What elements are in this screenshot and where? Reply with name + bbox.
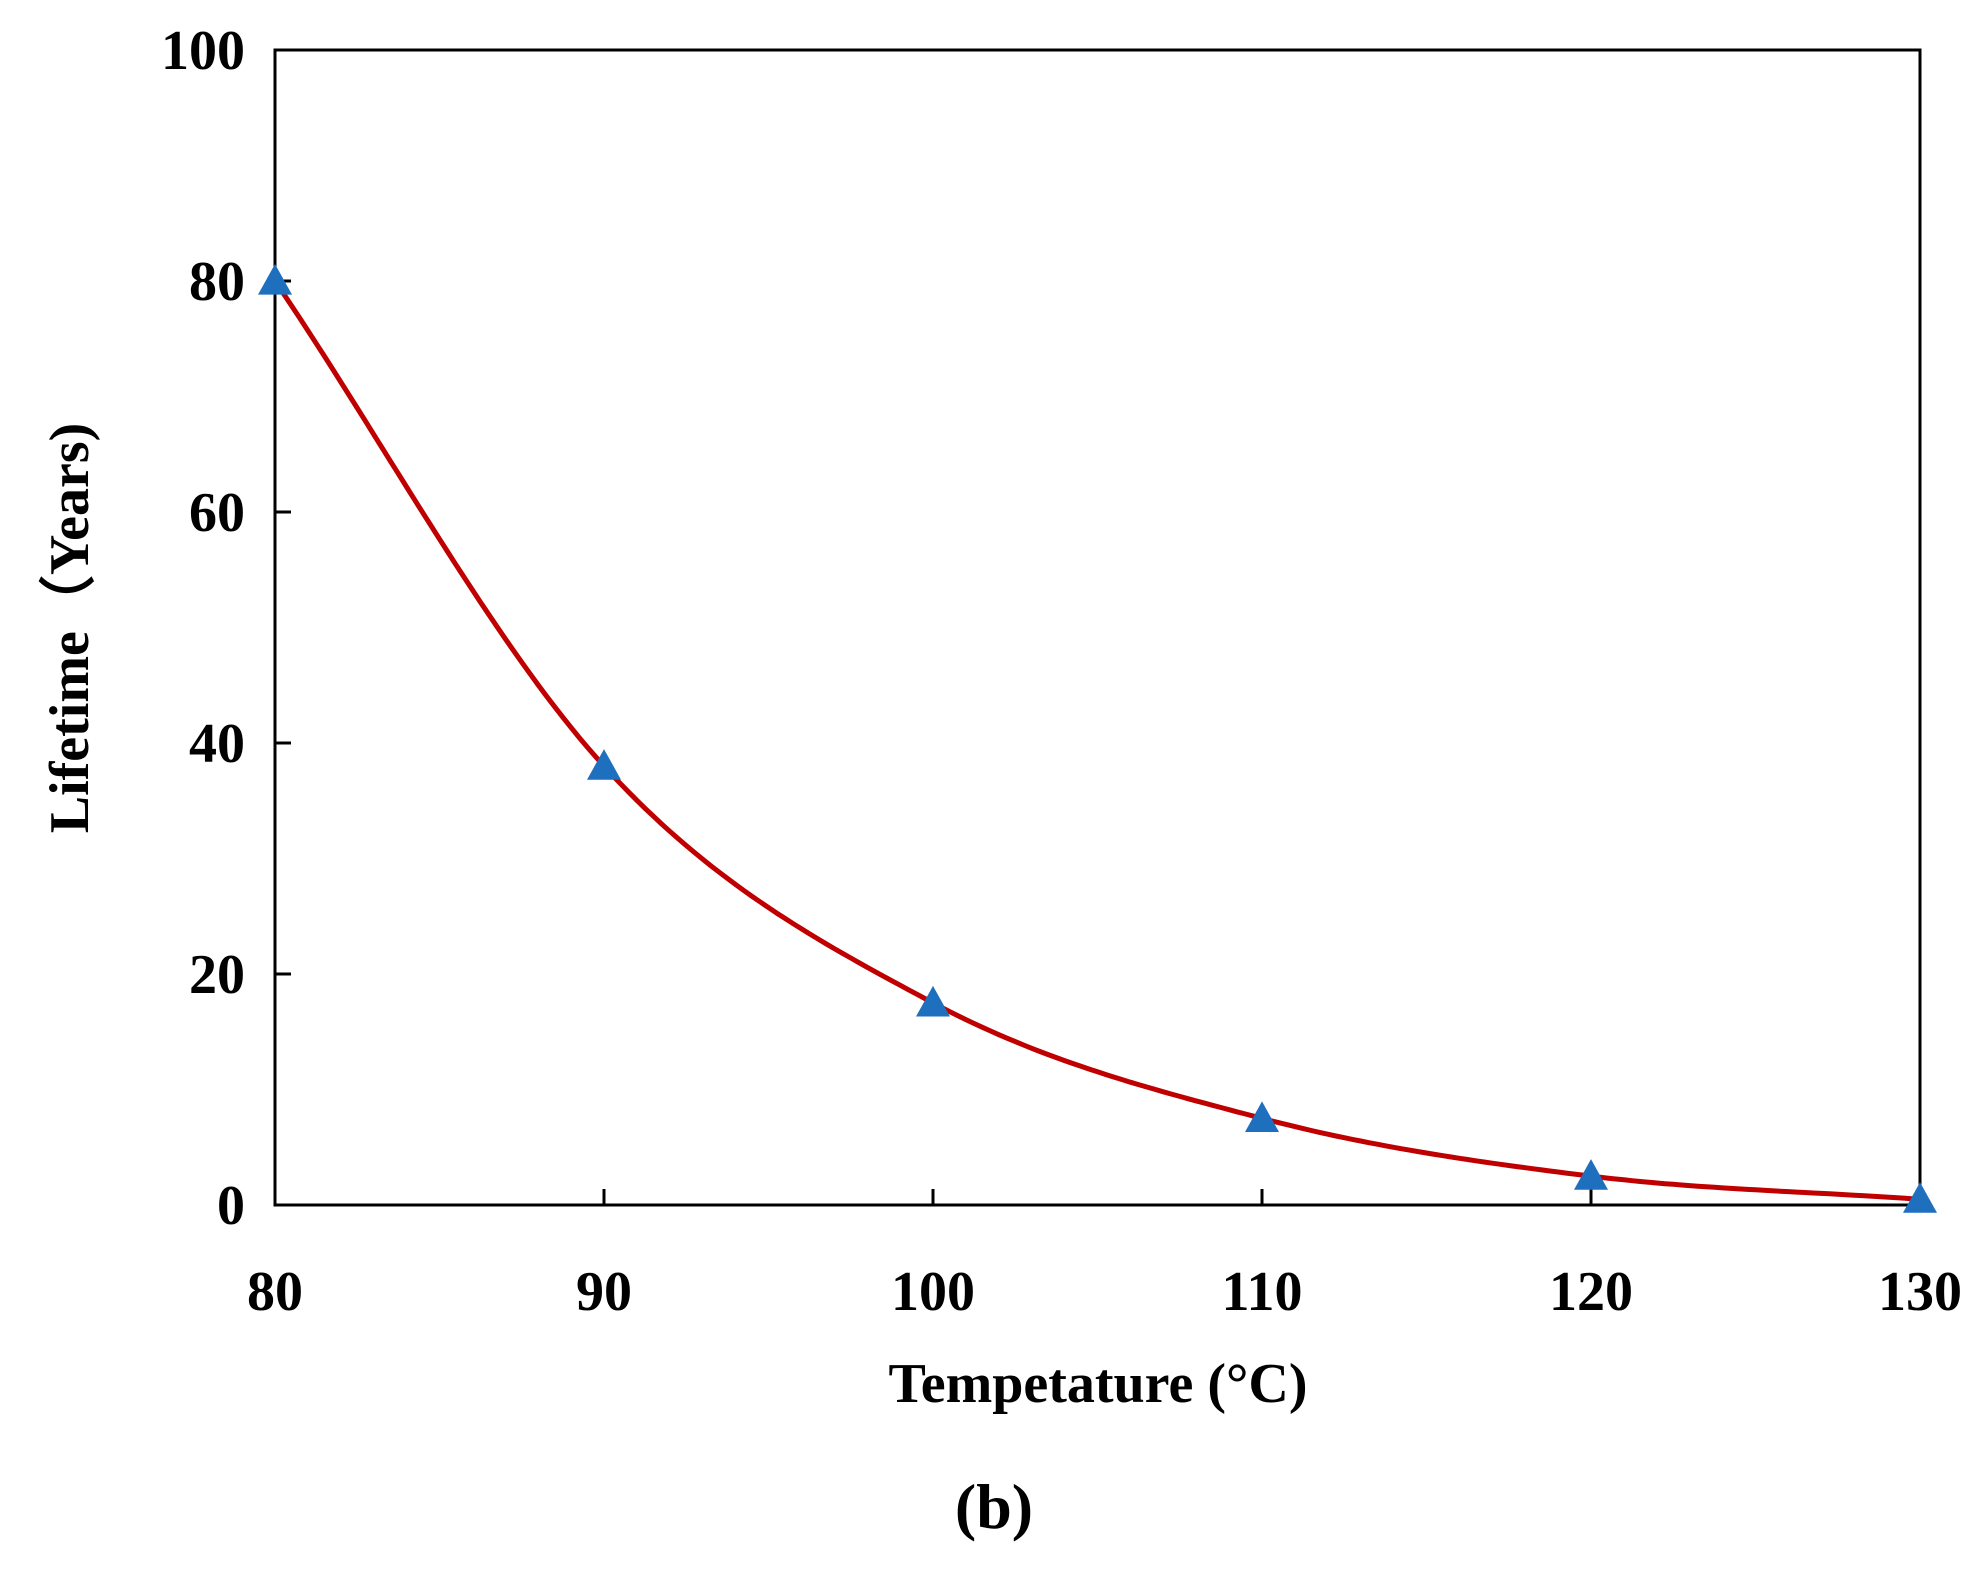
- x-axis-label: Tempetature (°C): [889, 1353, 1308, 1415]
- data-point-marker: [258, 264, 292, 295]
- data-point-marker: [587, 749, 621, 780]
- x-tick-label: 110: [1222, 1261, 1303, 1323]
- y-tick-label: 100: [161, 20, 245, 82]
- y-tick-label: 60: [189, 482, 245, 544]
- plot-frame: [273, 48, 1922, 1207]
- data-markers: [258, 264, 1937, 1213]
- y-tick-label: 80: [189, 251, 245, 313]
- x-tick-label: 100: [891, 1261, 975, 1323]
- x-tick-label: 90: [576, 1261, 632, 1323]
- y-tick-label: 0: [217, 1175, 245, 1237]
- x-axis-ticks: 80 90 100 110 120 130: [247, 1189, 1962, 1323]
- x-tick-label: 120: [1549, 1261, 1633, 1323]
- data-point-marker: [1574, 1159, 1608, 1190]
- y-axis-ticks: 0 20 40 60 80 100: [161, 20, 291, 1237]
- data-point-marker: [1245, 1101, 1279, 1132]
- x-tick-label: 80: [247, 1261, 303, 1323]
- data-point-marker: [1903, 1182, 1937, 1213]
- y-tick-label: 40: [189, 713, 245, 775]
- fit-curve-layer: [272, 278, 1923, 1202]
- panel-label: (b): [955, 1471, 1033, 1542]
- y-axis-label: Lifetime（Years): [38, 423, 101, 834]
- x-tick-label: 130: [1878, 1261, 1962, 1323]
- series-line-lifetime: [272, 278, 1923, 1202]
- data-point-marker: [916, 985, 950, 1017]
- y-tick-label: 20: [189, 944, 245, 1006]
